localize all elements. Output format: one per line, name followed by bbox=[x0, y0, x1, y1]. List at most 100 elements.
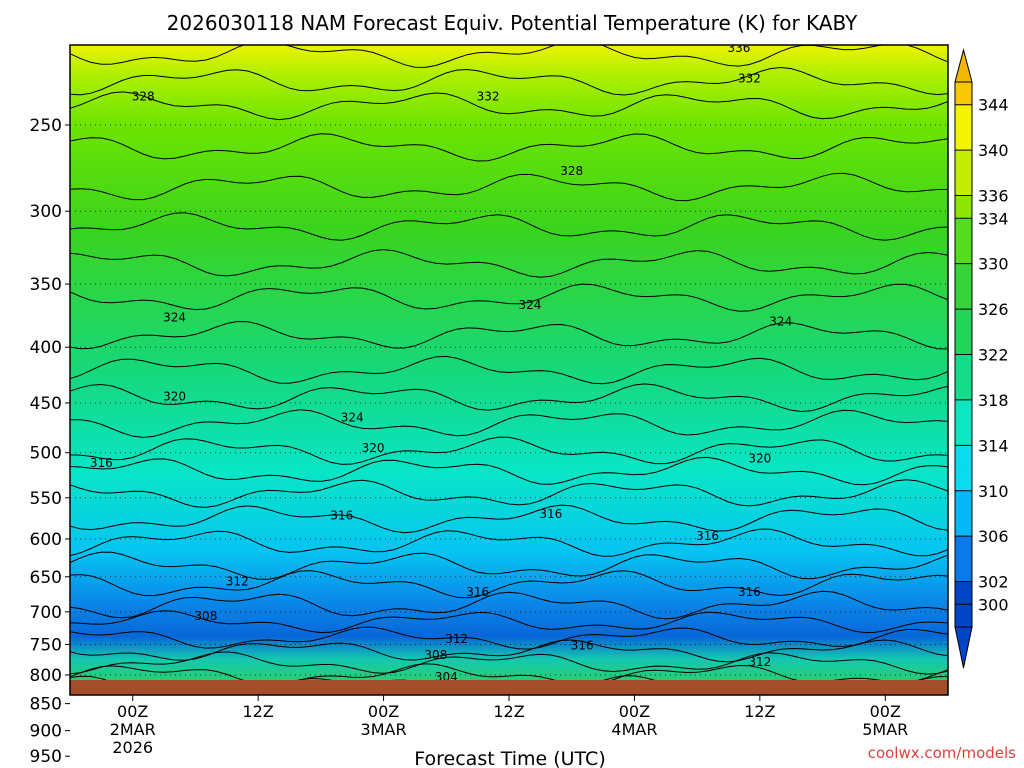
contour-9 bbox=[70, 355, 948, 385]
y-tick-label-600: 600 bbox=[30, 530, 62, 550]
y-tick-label-900: 900 bbox=[30, 722, 62, 742]
x-tick-label-0-0: 00Z bbox=[117, 702, 148, 721]
y-tick-label-550: 550 bbox=[30, 489, 62, 509]
colorbar-segment-340 bbox=[955, 127, 972, 151]
theta-e-field bbox=[70, 45, 948, 695]
contour-label-28: 304 bbox=[194, 699, 217, 713]
colorbar-label-330: 330 bbox=[978, 255, 1009, 274]
x-tick-label-3-0: 12Z bbox=[493, 702, 524, 721]
y-axis: 250 300 350 400 450 500 550 600 650 700 750 800 850 9… bbox=[30, 116, 70, 767]
contour-1 bbox=[70, 66, 948, 96]
colorbar-segment-344 bbox=[955, 82, 972, 106]
contour-label-34: 316 bbox=[801, 731, 824, 745]
x-tick-label-6-0: 00Z bbox=[870, 702, 901, 721]
colorbar-segment-316 bbox=[955, 399, 972, 424]
contour-label-6: 324 bbox=[518, 298, 541, 312]
contour-label-13: 316 bbox=[330, 509, 353, 523]
contour-labels: 336 332 332 328 328 324 324 324 320 324 320 320 316 3… bbox=[90, 41, 824, 767]
contour-label-2: 332 bbox=[477, 90, 500, 104]
contour-13 bbox=[70, 456, 948, 486]
contour-label-15: 316 bbox=[696, 529, 719, 543]
colorbar-label-334: 334 bbox=[978, 209, 1009, 228]
x-tick-label-4-1: 4MAR bbox=[611, 720, 657, 739]
colorbar-label-318: 318 bbox=[978, 391, 1009, 410]
colorbar-segment-342 bbox=[955, 104, 972, 128]
contour-15 bbox=[70, 504, 948, 534]
y-tick-label-400: 400 bbox=[30, 338, 62, 358]
colorbar-segment-318 bbox=[955, 377, 972, 401]
contour-10 bbox=[70, 383, 948, 413]
colorbar-label-300: 300 bbox=[978, 595, 1009, 614]
colorbar-segment-320 bbox=[955, 354, 972, 378]
contour-11 bbox=[70, 409, 948, 438]
chart-title: 2026030118 NAM Forecast Equiv. Potential… bbox=[167, 11, 858, 35]
contour-label-30: 312 bbox=[487, 722, 510, 736]
contour-7 bbox=[70, 283, 948, 312]
contour-17 bbox=[70, 551, 948, 580]
contour-16 bbox=[70, 528, 948, 557]
colorbar-segment-308 bbox=[955, 490, 972, 514]
colorbar-label-302: 302 bbox=[978, 573, 1009, 592]
colorbar-segment-334 bbox=[955, 195, 972, 219]
contour-label-10: 320 bbox=[362, 441, 385, 455]
credit-text: coolwx.com/models bbox=[867, 744, 1016, 762]
contour-label-21: 316 bbox=[571, 638, 594, 652]
colorbar-segment-330 bbox=[955, 240, 972, 265]
colorbar-label-326: 326 bbox=[978, 300, 1009, 319]
contour-label-22: 308 bbox=[424, 648, 447, 662]
contour-label-35: 308 bbox=[205, 753, 228, 767]
x-tick-label-4-0: 00Z bbox=[619, 702, 650, 721]
contour-label-33: 312 bbox=[748, 726, 771, 740]
x-axis-label: Forecast Time (UTC) bbox=[414, 748, 605, 768]
colorbar-segment-304 bbox=[955, 536, 972, 560]
contour-label-9: 324 bbox=[341, 410, 364, 424]
colorbar-segment-322 bbox=[955, 331, 972, 355]
contour-label-11: 320 bbox=[748, 451, 771, 465]
contour-23 bbox=[70, 651, 948, 675]
contour-19 bbox=[70, 590, 948, 620]
contour-14 bbox=[70, 479, 948, 508]
colorbar-segment-306 bbox=[955, 513, 972, 537]
colorbar-segment-324 bbox=[955, 309, 972, 333]
y-tick-label-850: 850 bbox=[30, 695, 62, 715]
contour-8 bbox=[70, 320, 948, 350]
contour-5 bbox=[70, 212, 948, 241]
colorbar-segment-298 bbox=[955, 604, 972, 628]
colorbar-segment-300 bbox=[955, 581, 972, 605]
y-tick-label-450: 450 bbox=[30, 394, 62, 414]
x-tick-label-0-1: 2MAR bbox=[110, 720, 156, 739]
contour-lines bbox=[70, 45, 948, 744]
y-tick-label-750: 750 bbox=[30, 635, 62, 655]
colorbar-label-314: 314 bbox=[978, 436, 1009, 455]
colorbar-segment-310 bbox=[955, 468, 972, 492]
contour-6 bbox=[70, 249, 948, 278]
colorbar-top-arrow bbox=[954, 48, 973, 83]
x-tick-label-5-0: 12Z bbox=[744, 702, 775, 721]
y-tick-label-300: 300 bbox=[30, 202, 62, 222]
contour-label-17: 316 bbox=[466, 585, 489, 599]
contour-label-4: 328 bbox=[560, 164, 583, 178]
colorbar-label-336: 336 bbox=[978, 187, 1009, 206]
y-tick-label-350: 350 bbox=[30, 275, 62, 295]
contour-label-0: 336 bbox=[727, 41, 750, 55]
contour-12 bbox=[70, 436, 948, 465]
colorbar: 300 302 306 310 314 318 322 326 330 334 336 340 344 bbox=[954, 48, 1009, 669]
contour-label-18: 316 bbox=[738, 585, 761, 599]
contour-2 bbox=[70, 91, 948, 121]
colorbar-label-344: 344 bbox=[978, 96, 1009, 115]
contour-20 bbox=[70, 610, 948, 634]
y-tick-label-650: 650 bbox=[30, 568, 62, 588]
colorbar-segment-338 bbox=[955, 150, 972, 174]
colorbar-label-340: 340 bbox=[978, 141, 1009, 160]
contour-3 bbox=[70, 133, 948, 162]
contour-label-1: 332 bbox=[738, 71, 761, 85]
x-tick-label-2-0: 00Z bbox=[368, 702, 399, 721]
colorbar-segment-314 bbox=[955, 422, 972, 446]
ground bbox=[70, 680, 948, 695]
colorbar-segment-336 bbox=[955, 172, 972, 197]
contour-29 bbox=[70, 722, 948, 744]
contour-label-8: 320 bbox=[163, 390, 186, 404]
x-tick-label-1-0: 12Z bbox=[242, 702, 273, 721]
